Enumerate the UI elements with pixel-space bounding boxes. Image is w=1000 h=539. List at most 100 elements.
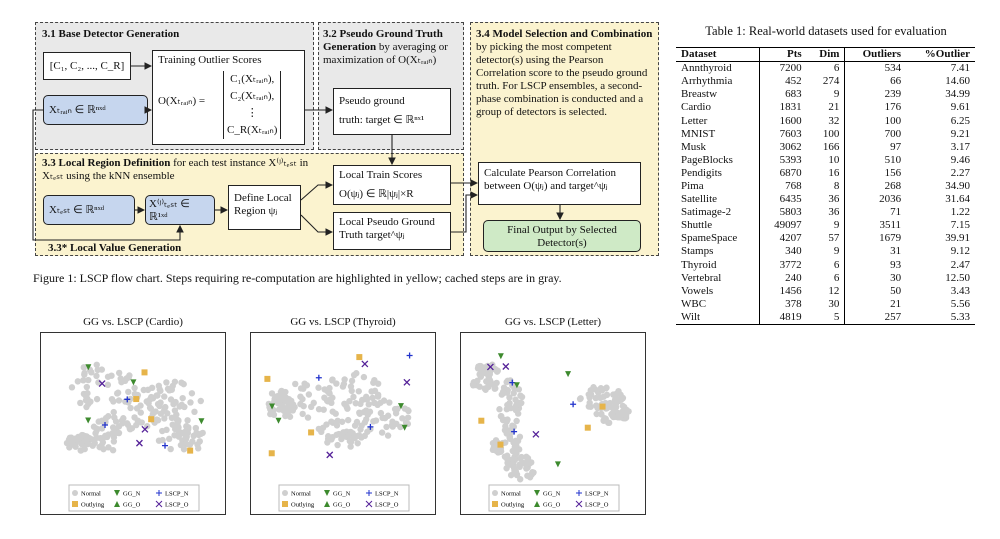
scatter-panel: Normal GG_N LSCP_N Outlying GG_O LSCP_O [250, 332, 436, 515]
scores-matrix: C₁(Xₜᵣₐᵢₙ), C₂(Xₜᵣₐᵢₙ), ⋮ C_R(Xₜᵣₐᵢₙ) [223, 71, 282, 139]
point [275, 417, 282, 424]
legend-label: LSCP_N [165, 491, 189, 498]
cell: 30 [890, 271, 902, 284]
cell: 9 [806, 219, 846, 233]
cell: 2.27 [950, 166, 970, 179]
legend-label: GG_O [123, 502, 141, 509]
cell: 166 [806, 140, 846, 154]
cell: Vowels [676, 284, 760, 298]
point [292, 380, 299, 388]
cell: 12 [806, 284, 846, 298]
point [513, 417, 520, 425]
point [68, 434, 75, 441]
point [350, 371, 358, 379]
point [397, 403, 404, 410]
legend-box [278, 484, 410, 512]
point [162, 442, 169, 449]
legend-label: LSCP_N [585, 491, 609, 498]
cell: 700 [884, 127, 902, 140]
legend-symbol [324, 490, 330, 496]
point [358, 422, 365, 429]
point [82, 392, 89, 399]
point [187, 399, 194, 406]
row: Vowels 1456 12 50 3.43 [676, 284, 975, 298]
point [276, 397, 283, 405]
detectors-box: [C₁, C₂, ..., C_R] [43, 52, 131, 80]
point [190, 432, 197, 440]
point [114, 390, 121, 397]
point [181, 403, 188, 411]
cell: Breastw [676, 88, 760, 102]
legend-label: Normal [501, 491, 521, 498]
cell: Wilt [676, 310, 760, 324]
point [78, 440, 85, 448]
point [346, 397, 353, 405]
cell: 14.60 [945, 75, 970, 88]
local-scores-box: Local Train Scores O(ψⱼ) ∈ ℝ|ψⱼ|×R [333, 165, 451, 205]
point [517, 392, 524, 399]
point [84, 440, 92, 448]
legend-box [68, 484, 200, 512]
line: O(ψⱼ) ∈ ℝ|ψⱼ|×R [339, 188, 414, 200]
point [481, 364, 488, 371]
pearson-box: Calculate Pearson Correlation between O(… [478, 162, 641, 205]
legend-symbol [282, 501, 288, 507]
legend-symbol [72, 501, 78, 507]
cell: 30 [806, 297, 846, 311]
point [85, 376, 92, 384]
row: PageBlocks 5393 10 510 9.46 [676, 153, 975, 167]
point [402, 419, 410, 426]
point [270, 411, 278, 418]
point [366, 408, 374, 415]
s33-star: 3.3* Local Value Generation [48, 242, 181, 255]
point [191, 408, 198, 416]
point [91, 439, 98, 447]
row: Breastw 683 9 239 34.99 [676, 88, 975, 102]
local-gt-box: Local Pseudo Ground Truth target^ψⱼ [333, 212, 451, 250]
table: Dataset Pts Dim Outliers %Outlier Annthyroid 7… [676, 48, 975, 324]
point [134, 417, 142, 424]
legend-symbol [114, 490, 120, 496]
cell: 7200 [779, 62, 802, 75]
point [354, 440, 361, 447]
point [329, 377, 336, 384]
point [165, 435, 173, 443]
point [341, 376, 348, 383]
point [352, 400, 359, 407]
point [104, 381, 112, 389]
point [144, 386, 152, 394]
point [98, 380, 106, 388]
cell: 2036 [879, 193, 902, 206]
point [323, 421, 330, 428]
point [269, 403, 276, 410]
point [304, 414, 312, 421]
point [516, 461, 523, 468]
cell: 274 [806, 75, 846, 89]
cell: 768 [785, 179, 802, 192]
line: truth: target ∈ ℝⁿˣ¹ [339, 114, 425, 126]
legend-label: LSCP_N [375, 491, 399, 498]
heading: 3.3* Local Value Generation [48, 242, 182, 254]
point [178, 379, 185, 386]
cell: 97 [890, 140, 902, 153]
legend-label: LSCP_O [375, 502, 399, 509]
legend-label: Normal [81, 491, 101, 498]
point [199, 429, 206, 437]
point [186, 441, 194, 448]
point [310, 399, 317, 407]
legend-label: Normal [291, 491, 311, 498]
point [100, 434, 107, 441]
legend-box [488, 484, 620, 512]
point [339, 383, 347, 390]
point [299, 410, 306, 418]
point [374, 391, 382, 398]
cell: 9.21 [950, 127, 970, 140]
cell: MNIST [676, 127, 760, 141]
point [93, 395, 101, 403]
point [503, 430, 510, 437]
legend-symbol [72, 490, 78, 496]
point [315, 406, 323, 413]
legend-symbol [366, 490, 372, 496]
point [120, 415, 127, 422]
